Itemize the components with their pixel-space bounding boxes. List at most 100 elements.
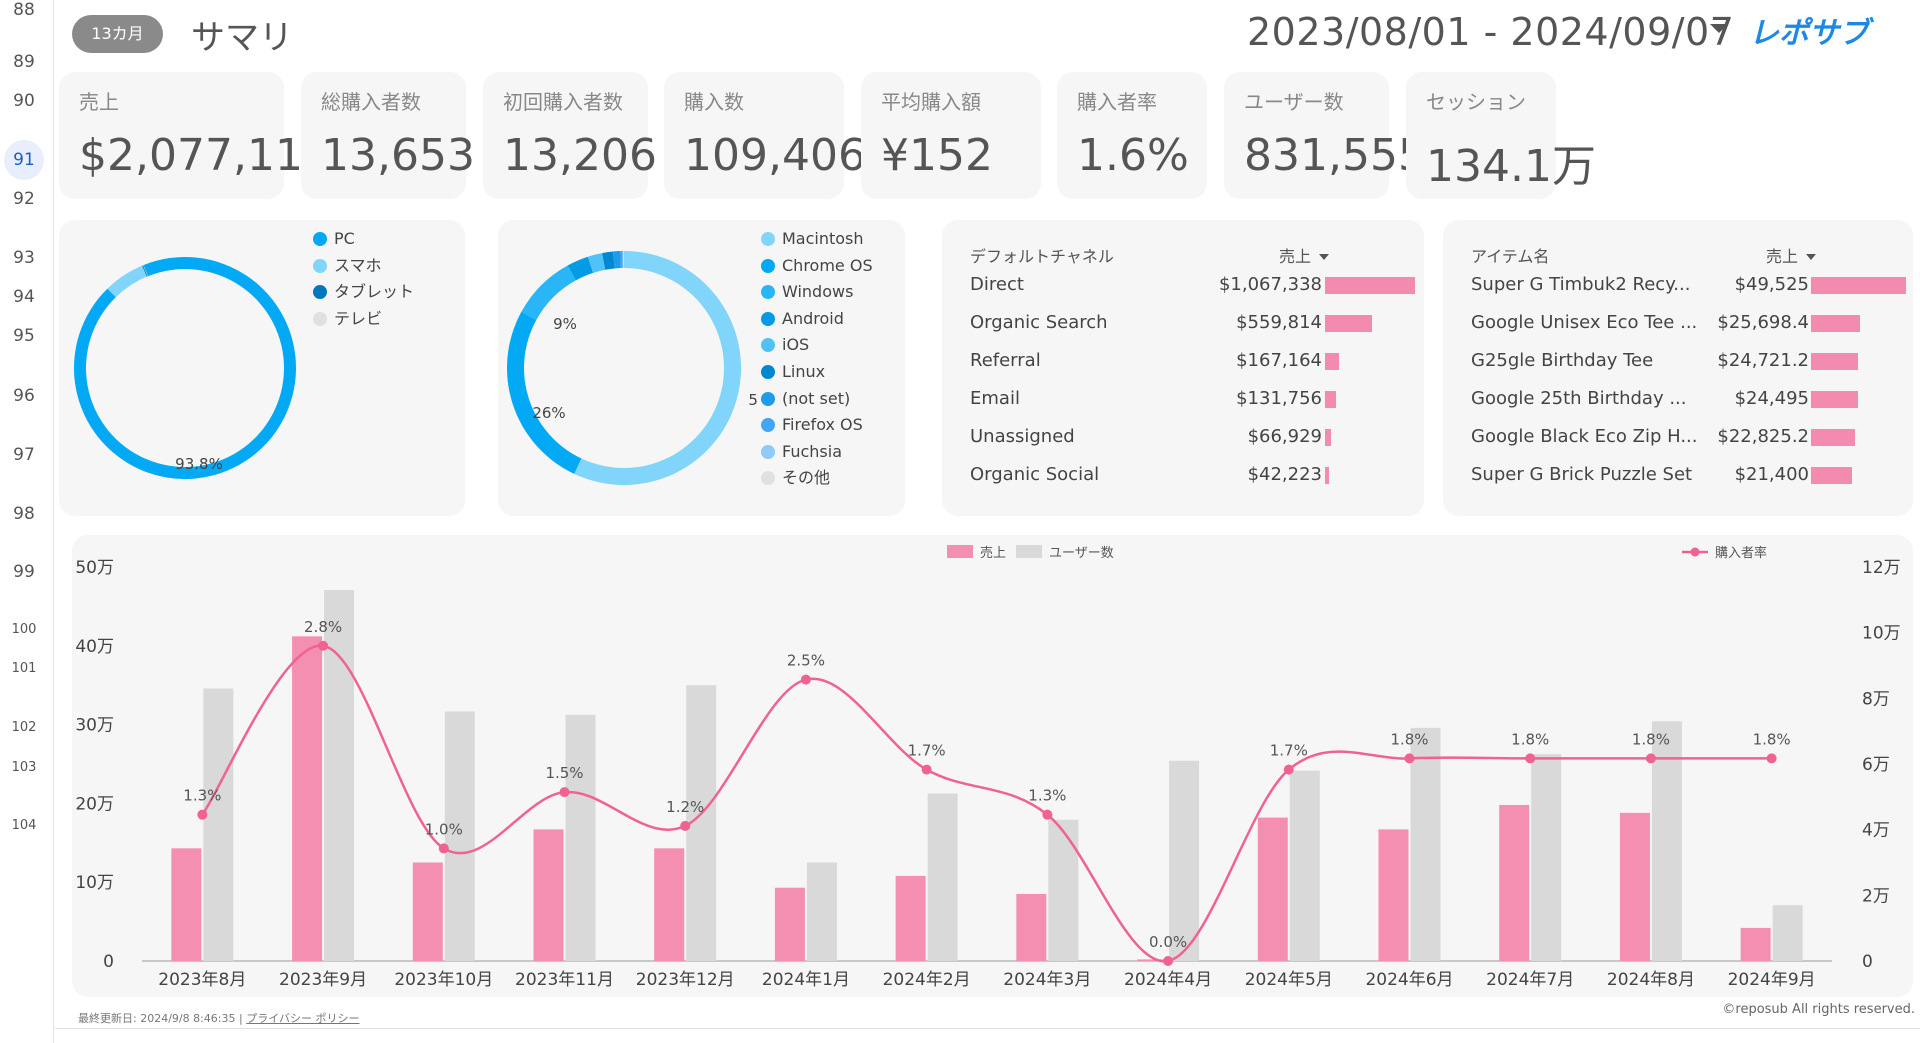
bar-users[interactable] xyxy=(1651,721,1682,961)
donut-slice[interactable] xyxy=(73,257,297,479)
table-row[interactable]: Unassigned $66,929 xyxy=(942,426,1424,456)
row-number[interactable]: 104 xyxy=(11,818,37,833)
bar-users[interactable] xyxy=(1772,905,1803,961)
table-row[interactable]: Referral $167,164 xyxy=(942,350,1424,380)
table-row[interactable]: Organic Social $42,223 xyxy=(942,464,1424,494)
table-row[interactable]: Super G Timbuk2 Recy... $49,525 xyxy=(1443,274,1913,304)
bar-users[interactable] xyxy=(806,862,837,962)
donut-slice[interactable] xyxy=(602,251,615,270)
sort-caret-icon[interactable] xyxy=(1806,254,1817,260)
rate-point[interactable] xyxy=(1042,809,1053,820)
privacy-policy-link[interactable]: プライバシー ポリシー xyxy=(246,1012,360,1025)
donut-slice[interactable] xyxy=(623,251,624,269)
row-number[interactable]: 102 xyxy=(11,720,37,735)
row-number[interactable]: 101 xyxy=(11,661,37,676)
bar-users[interactable] xyxy=(444,711,475,961)
donut-slice[interactable] xyxy=(507,311,582,474)
rate-point[interactable] xyxy=(1766,753,1777,764)
sort-caret-icon[interactable] xyxy=(1319,254,1330,260)
donut-slice[interactable] xyxy=(142,265,148,277)
table-row[interactable]: Direct $1,067,338 xyxy=(942,274,1424,304)
item-revenue-header[interactable]: 売上 xyxy=(1766,247,1799,266)
donut-slice[interactable] xyxy=(620,251,623,269)
rate-point[interactable] xyxy=(1163,956,1174,966)
bar-revenue[interactable] xyxy=(1137,959,1168,961)
rate-point[interactable] xyxy=(1525,753,1536,764)
row-number[interactable]: 88 xyxy=(13,0,35,20)
donut-slice[interactable] xyxy=(567,256,594,281)
bar-revenue[interactable] xyxy=(1619,812,1650,961)
legend-item[interactable]: iOS xyxy=(761,334,809,356)
rate-point[interactable] xyxy=(1283,764,1294,775)
table-row[interactable]: Email $131,756 xyxy=(942,388,1424,418)
device-donut-chart[interactable]: 93.8% xyxy=(59,238,319,498)
channel-revenue-header[interactable]: 売上 xyxy=(1279,247,1312,266)
bar-users[interactable] xyxy=(1169,760,1200,961)
legend-item[interactable]: Android xyxy=(761,308,844,330)
rate-point[interactable] xyxy=(438,843,449,854)
row-number[interactable]: 95 xyxy=(13,326,35,346)
bar-revenue[interactable] xyxy=(533,829,564,961)
donut-slice[interactable] xyxy=(574,251,741,485)
bar-revenue[interactable] xyxy=(171,848,202,961)
row-number[interactable]: 98 xyxy=(13,504,35,524)
legend-item[interactable]: タブレット xyxy=(313,281,414,303)
bar-revenue[interactable] xyxy=(895,875,926,961)
os-donut-chart[interactable]: 57% 26% 9% xyxy=(498,238,758,498)
bar-users[interactable] xyxy=(565,714,596,961)
bar-revenue[interactable] xyxy=(1499,804,1530,961)
rate-point[interactable] xyxy=(921,764,932,775)
row-number[interactable]: 91 xyxy=(4,140,44,180)
monthly-combo-chart[interactable]: 0 10万 20万 30万 40万 50万 0 2万 4万 6万 8万 10万 12万 2023年8月 20… xyxy=(72,535,1913,997)
table-row[interactable]: Google Black Eco Zip H... $22,825.2 xyxy=(1443,426,1913,456)
legend-item[interactable]: Chrome OS xyxy=(761,255,873,277)
row-number[interactable]: 103 xyxy=(11,760,37,775)
donut-slice[interactable] xyxy=(587,253,606,273)
bar-revenue[interactable] xyxy=(774,887,805,961)
row-number[interactable]: 92 xyxy=(13,189,35,209)
table-row[interactable]: Organic Search $559,814 xyxy=(942,312,1424,342)
bar-users[interactable] xyxy=(1048,819,1079,961)
rate-point[interactable] xyxy=(1404,753,1415,764)
legend-item[interactable]: PC xyxy=(313,228,355,250)
bar-users[interactable] xyxy=(1531,754,1562,961)
row-number[interactable]: 89 xyxy=(13,52,35,72)
legend-item[interactable]: テレビ xyxy=(313,308,382,330)
rate-point[interactable] xyxy=(680,820,691,831)
legend-rate[interactable]: 購入者率 xyxy=(1715,545,1767,561)
bar-revenue[interactable] xyxy=(412,862,443,962)
rate-point[interactable] xyxy=(318,640,329,651)
row-number[interactable]: 96 xyxy=(13,386,35,406)
table-row[interactable]: Super G Brick Puzzle Set $21,400 xyxy=(1443,464,1913,494)
legend-item[interactable]: Macintosh xyxy=(761,228,864,250)
bar-revenue[interactable] xyxy=(1016,894,1047,961)
bar-users[interactable] xyxy=(927,793,958,961)
channel-revenue-sort[interactable]: 売上 xyxy=(1279,243,1330,267)
table-row[interactable]: G25gle Birthday Tee $24,721.2 xyxy=(1443,350,1913,380)
legend-item[interactable]: Firefox OS xyxy=(761,414,863,436)
bar-revenue[interactable] xyxy=(292,636,323,961)
legend-item[interactable]: スマホ xyxy=(313,255,382,277)
legend-item[interactable]: (not set) xyxy=(761,388,850,410)
donut-slice[interactable] xyxy=(612,251,621,269)
bar-revenue[interactable] xyxy=(1378,829,1409,961)
legend-item[interactable]: Windows xyxy=(761,281,853,303)
bar-revenue[interactable] xyxy=(1740,927,1771,961)
rate-point[interactable] xyxy=(1645,753,1656,764)
rate-point[interactable] xyxy=(197,809,208,820)
legend-users[interactable]: ユーザー数 xyxy=(1049,546,1114,561)
legend-item[interactable]: Linux xyxy=(761,361,825,383)
bar-users[interactable] xyxy=(1410,727,1441,961)
row-number[interactable]: 93 xyxy=(13,248,35,268)
date-range-dropdown-icon[interactable] xyxy=(1710,24,1728,33)
rate-point[interactable] xyxy=(559,787,570,798)
table-row[interactable]: Google Unisex Eco Tee ... $25,698.4 xyxy=(1443,312,1913,342)
donut-slice[interactable] xyxy=(521,265,576,320)
bar-users[interactable] xyxy=(203,688,234,961)
row-number[interactable]: 90 xyxy=(13,91,35,111)
bar-users[interactable] xyxy=(1289,770,1320,961)
donut-slice[interactable] xyxy=(143,265,148,277)
row-number[interactable]: 97 xyxy=(13,445,35,465)
row-number[interactable]: 100 xyxy=(11,622,37,637)
legend-revenue[interactable]: 売上 xyxy=(980,545,1006,561)
